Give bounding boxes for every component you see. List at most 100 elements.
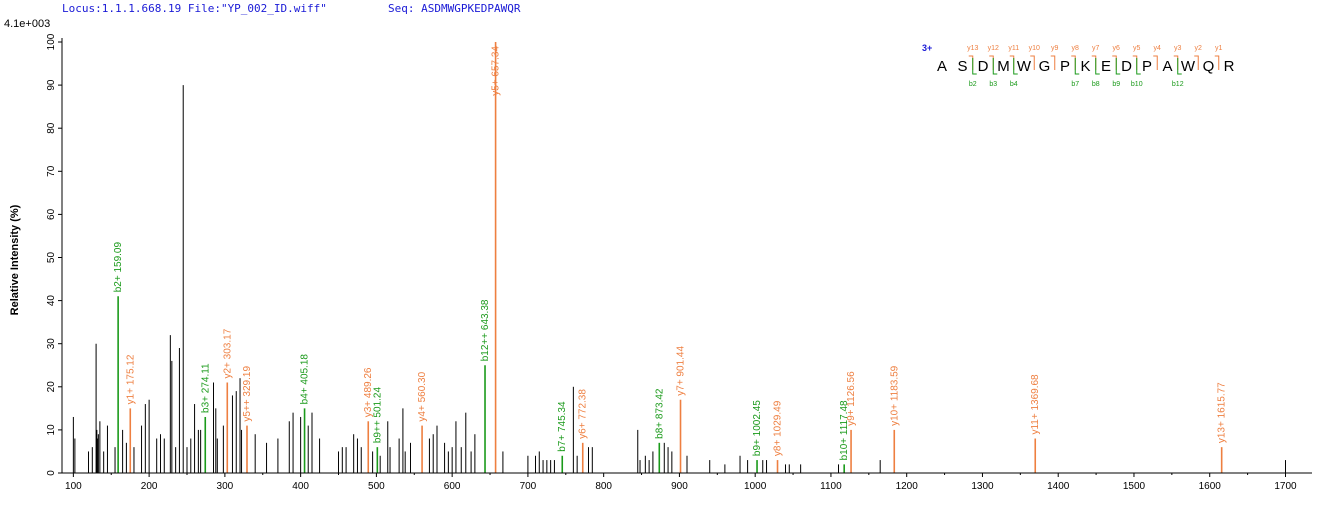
y-cleavage-bracket [1214, 55, 1220, 70]
residue-letter: S [957, 58, 967, 75]
b-ion-label: b9++ 501.24 [372, 387, 383, 444]
b-ion-label: b3+ 274.11 [200, 363, 211, 413]
y-ion-marker: y10 [1029, 45, 1040, 52]
y-ion-label: y7+ 901.44 [676, 346, 687, 396]
b-ion-label: b10+ 1117.48 [839, 400, 850, 460]
y-tick-label: 0 [46, 470, 57, 476]
x-tick-label: 300 [217, 481, 234, 492]
y-cleavage-bracket [1112, 55, 1117, 70]
y-ion-label: y1+ 175.12 [125, 354, 136, 404]
y-ion-label: y10+ 1183.59 [889, 365, 900, 426]
x-tick-label: 400 [292, 481, 309, 492]
y-ion-label: y4+ 560.30 [417, 371, 428, 421]
y-ion-marker: y5 [1133, 45, 1141, 52]
y-ion-marker: y6 [1113, 45, 1121, 52]
x-tick-label: 500 [368, 481, 385, 492]
y-ion-marker: y13 [967, 45, 978, 52]
y-cleavage-bracket [1050, 55, 1056, 70]
sequence-label: Seq: ASDMWGPKEDPAWQR [388, 2, 521, 15]
x-tick-label: 1600 [1199, 481, 1222, 492]
y-ion-marker: y1 [1215, 45, 1223, 52]
b-ion-marker: b2 [969, 81, 977, 88]
residue-letter: W [1181, 58, 1196, 75]
b-cleavage-bracket [992, 58, 998, 75]
y-ion-marker: y2 [1195, 45, 1203, 52]
y-ion-label: y5+ 657.34 [491, 46, 502, 96]
b-ion-label: b8+ 873.42 [654, 388, 665, 439]
b-ion-label: b7+ 745.34 [557, 401, 568, 452]
b-cleavage-bracket [972, 58, 977, 75]
y-ion-marker: y7 [1092, 45, 1100, 52]
y-cleavage-bracket [1071, 55, 1076, 70]
residue-letter: P [1142, 58, 1152, 75]
b-cleavage-bracket [1115, 58, 1121, 75]
b-ion-label: b2+ 159.09 [113, 242, 124, 293]
y-ion-marker: y9 [1051, 45, 1059, 52]
x-tick-label: 800 [595, 481, 612, 492]
y-ion-marker: y3 [1174, 45, 1182, 52]
y-tick-label: 80 [46, 122, 57, 134]
residue-letter: G [1039, 58, 1051, 75]
b-ion-marker: b9 [1112, 81, 1120, 88]
y-cleavage-bracket [1132, 55, 1138, 70]
residue-letter: M [997, 58, 1010, 75]
y-tick-label: 20 [46, 381, 57, 393]
b-ion-label: b9+ 1002.45 [752, 400, 763, 456]
x-tick-label: 700 [520, 481, 537, 492]
x-tick-label: 1000 [744, 481, 767, 492]
residue-letter: A [937, 58, 947, 75]
y-tick-label: 60 [46, 208, 57, 220]
residue-letter: R [1224, 58, 1235, 75]
y-tick-label: 10 [46, 424, 57, 436]
intensity-scale-label: 4.1e+003 [4, 18, 51, 30]
y-cleavage-bracket [968, 55, 974, 70]
y-axis-label: Relative Intensity (%) [9, 204, 21, 315]
x-tick-label: 1700 [1274, 481, 1297, 492]
axes: 100 200 300 400 500 600 700 800 900 1000 1100 1200 1… [46, 33, 1312, 492]
b-cleavage-bracket [1136, 58, 1141, 75]
y-cleavage-bracket [1091, 55, 1097, 70]
residue-letter: D [978, 58, 989, 75]
y-tick-label: 100 [46, 33, 57, 50]
x-tick-label: 600 [444, 481, 461, 492]
b-cleavage-bracket [1013, 58, 1018, 75]
charge-label: 3+ [922, 43, 932, 53]
x-tick-label: 1400 [1047, 481, 1070, 492]
y-ion-label: y3+ 489.26 [363, 367, 374, 417]
residue-letter: W [1017, 58, 1032, 75]
y-cleavage-bracket [989, 55, 994, 70]
b-ion-marker: b12 [1172, 81, 1184, 88]
residue-letter: P [1060, 58, 1070, 75]
b-ion-marker: b8 [1092, 81, 1100, 88]
y-tick-label: 90 [46, 79, 57, 91]
x-tick-label: 200 [141, 481, 158, 492]
residue-letter: D [1121, 58, 1132, 75]
y-cleavage-bracket [1009, 55, 1015, 70]
b-ion-marker: b3 [989, 81, 997, 88]
residue-letter: E [1101, 58, 1111, 75]
x-tick-label: 900 [671, 481, 688, 492]
y-tick-label: 40 [46, 295, 57, 307]
y-ion-label: y5++ 329.19 [242, 366, 253, 422]
locus-label: Locus:1.1.1.668.19 File:"YP_002_ID.wiff" [62, 2, 327, 15]
y-cleavage-bracket [1194, 55, 1199, 70]
y-ion-label: y9+ 1126.56 [846, 371, 857, 426]
b-ion-marker: b7 [1071, 81, 1079, 88]
y-ion-label: y13+ 1615.77 [1217, 382, 1228, 443]
y-ion-label: y8+ 1029.49 [773, 400, 784, 456]
y-ion-marker: y8 [1072, 45, 1080, 52]
y-ion-label: y2+ 303.17 [222, 328, 233, 378]
x-tick-label: 100 [65, 481, 82, 492]
residue-letter: K [1080, 58, 1090, 75]
b-ion-label: b12++ 643.38 [480, 299, 491, 361]
x-tick-label: 1300 [971, 481, 994, 492]
x-tick-label: 1100 [820, 481, 842, 492]
residue-letter: A [1162, 58, 1172, 75]
y-cleavage-bracket [1173, 55, 1179, 70]
y-tick-label: 70 [46, 165, 57, 177]
b-ion-marker: b10 [1131, 81, 1143, 88]
residue-letter: Q [1203, 58, 1215, 75]
b-ion-label: b4+ 405.18 [300, 354, 311, 405]
